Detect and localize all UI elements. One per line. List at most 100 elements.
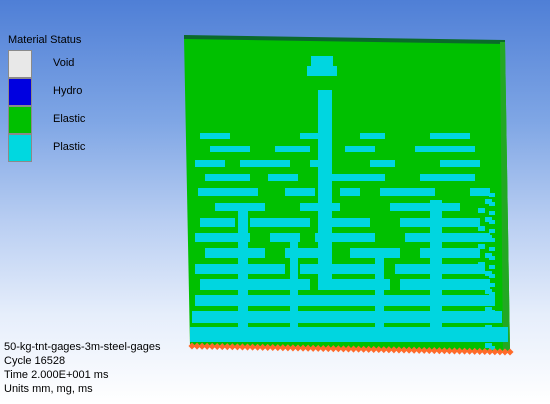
- plastic-cell: [200, 133, 230, 139]
- gauge-marker: [279, 344, 287, 352]
- plastic-cell: [489, 202, 495, 206]
- gauge-marker: [370, 345, 378, 353]
- gauge-marker: [385, 346, 393, 354]
- gauge-marker: [324, 345, 332, 353]
- legend-item-void: Void: [8, 50, 128, 78]
- gauge-marker: [314, 344, 322, 352]
- gauge-marker: [254, 343, 262, 351]
- plastic-cell: [485, 307, 492, 312]
- gauge-marker: [415, 346, 423, 354]
- legend-label-plastic: Plastic: [53, 141, 86, 153]
- legend-item-elastic: Elastic: [8, 106, 128, 134]
- legend-item-plastic: Plastic: [8, 134, 128, 162]
- plastic-cell: [430, 200, 442, 330]
- plastic-cell: [300, 264, 380, 274]
- gauge-marker: [259, 343, 267, 351]
- plastic-cell: [195, 233, 250, 242]
- plastic-cell: [489, 283, 495, 287]
- legend-label-elastic: Elastic: [53, 113, 86, 125]
- plastic-cell: [215, 203, 265, 211]
- gauge-marker: [289, 344, 297, 352]
- gauge-marker: [400, 346, 408, 354]
- gauge-marker: [319, 344, 327, 353]
- plastic-cell: [478, 244, 485, 249]
- plastic-cell: [190, 327, 508, 342]
- gauge-marker: [365, 345, 373, 353]
- plastic-cell: [300, 133, 320, 139]
- plate-top-edge: [184, 35, 505, 44]
- plastic-zone-pattern: [190, 56, 508, 350]
- gauge-marker: [395, 346, 403, 354]
- gauge-marker: [420, 346, 428, 354]
- gauge-marker: [349, 345, 358, 353]
- plastic-cell: [489, 301, 495, 305]
- plastic-cell: [478, 226, 485, 231]
- plastic-cell: [307, 66, 337, 76]
- gauge-marker: [466, 347, 474, 355]
- plastic-cell: [195, 160, 225, 167]
- plastic-cell: [489, 256, 495, 260]
- plastic-cell: [340, 188, 360, 196]
- plastic-cell: [330, 218, 370, 227]
- plastic-cell: [238, 210, 248, 330]
- plastic-cell: [489, 292, 495, 296]
- plastic-cell: [485, 271, 492, 276]
- gauge-marker: [425, 346, 433, 355]
- gauge-marker: [339, 345, 347, 353]
- plastic-cell: [489, 346, 495, 350]
- legend-swatch-elastic: [8, 106, 32, 134]
- gauge-marker: [299, 344, 307, 352]
- gauge-marker: [223, 343, 231, 351]
- legend-item-hydro: Hydro: [8, 78, 128, 106]
- gauge-marker: [360, 345, 368, 353]
- plastic-cell: [200, 218, 235, 227]
- time-readout: Time 2.000E+001 ms: [4, 369, 109, 381]
- plastic-cell: [415, 146, 475, 152]
- plastic-cell: [420, 248, 480, 258]
- gauge-marker: [213, 342, 221, 351]
- plastic-cell: [285, 248, 330, 258]
- gauge-marker: [491, 348, 499, 356]
- gauge-marker: [461, 347, 469, 355]
- simulation-info: 50-kg-tnt-gages-3m-steel-gages Cycle 165…: [4, 340, 161, 396]
- gauge-marker: [476, 347, 484, 355]
- plastic-cell: [200, 279, 310, 290]
- plastic-cell: [430, 133, 470, 139]
- gauge-marker: [188, 342, 196, 350]
- plastic-cell: [485, 199, 492, 204]
- plastic-cell: [420, 174, 475, 181]
- gauge-marker: [264, 343, 272, 351]
- gauge-marker: [243, 343, 252, 351]
- gauge-marker: [284, 344, 292, 352]
- legend-swatch-plastic: [8, 134, 32, 162]
- gauge-marker: [274, 344, 282, 352]
- plastic-cell: [400, 279, 490, 290]
- plastic-cell: [489, 211, 495, 215]
- gauge-marker: [334, 345, 342, 353]
- plastic-cell: [489, 274, 495, 278]
- gauge-marker: [440, 347, 448, 355]
- plastic-cell: [489, 238, 495, 242]
- plastic-cell: [195, 295, 495, 306]
- legend-label-hydro: Hydro: [53, 85, 83, 97]
- plastic-cell: [360, 133, 385, 139]
- legend-label-void: Void: [53, 57, 75, 69]
- gauge-marker: [238, 343, 247, 351]
- gauge-marker: [198, 342, 206, 350]
- gauge-marker: [294, 344, 302, 352]
- plastic-cell: [478, 334, 485, 339]
- material-status-legend: Material Status Void Hydro Elastic Plast…: [8, 34, 128, 162]
- plastic-cell: [268, 174, 298, 181]
- plastic-cell: [489, 265, 495, 269]
- plastic-cell: [489, 319, 495, 323]
- plastic-cell: [478, 280, 485, 285]
- steel-plate-model: [184, 35, 514, 356]
- plastic-cell: [485, 343, 492, 348]
- gauge-marker: [430, 347, 438, 355]
- gauge-marker: [233, 343, 241, 351]
- plastic-cell: [489, 337, 495, 341]
- gauge-marker: [410, 346, 418, 354]
- gauge-marker: [228, 343, 236, 351]
- plastic-cell: [285, 188, 315, 196]
